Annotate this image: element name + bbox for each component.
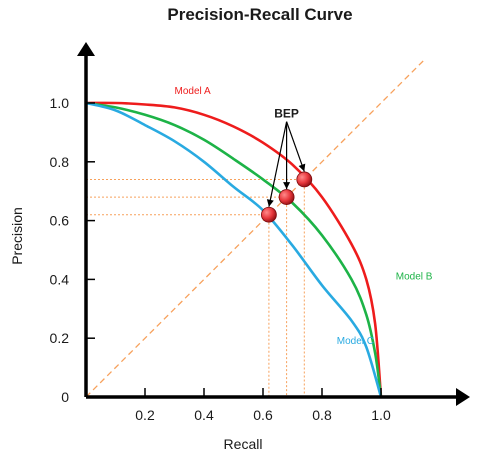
curve-model-a (85, 101, 383, 398)
series-label-layer: Model A Model B Model C (175, 86, 433, 347)
y-axis-label: Precision (9, 207, 25, 265)
series-label-model-c: Model C (337, 336, 374, 347)
bep-arrow-line-1 (268, 121, 288, 207)
y-tick-label-0.2: 0.2 (50, 330, 70, 346)
x-tick-label-1.0: 1.0 (371, 407, 391, 423)
y-tick-label-0.8: 0.8 (50, 154, 70, 170)
bep-marker-1 (260, 206, 277, 223)
bep-arrowhead-2 (283, 182, 291, 190)
bep-arrowhead-3 (298, 163, 306, 172)
annotation-layer: BEP (266, 107, 306, 207)
x-tick-label-0.4: 0.4 (194, 407, 214, 423)
curve-model-c (85, 101, 383, 398)
chart-title: Precision-Recall Curve (167, 5, 352, 24)
bep-arrow-line-3 (286, 121, 305, 172)
bep-marker-layer (260, 171, 313, 223)
series-label-model-a: Model A (175, 86, 211, 97)
axis-layer (77, 42, 470, 406)
bep-marker-2 (278, 189, 295, 205)
tick-layer: 0.2 0.4 0.6 0.8 1.0 0 0.2 0.4 0.6 0.8 1.0 (50, 95, 391, 423)
bep-annotation-text: BEP (274, 107, 299, 121)
x-tick-label-0.6: 0.6 (253, 407, 273, 423)
x-axis-arrowhead (456, 388, 470, 406)
curve-layer (85, 101, 383, 398)
x-tick-label-0.2: 0.2 (135, 407, 155, 423)
y-tick-label-0: 0 (61, 389, 69, 405)
x-axis-label: Recall (224, 436, 263, 452)
y-tick-label-0.6: 0.6 (50, 213, 70, 229)
bep-arrowhead-1 (266, 199, 274, 207)
curve-model-b (85, 101, 383, 398)
bep-marker-3 (296, 171, 313, 188)
y-tick-label-1.0: 1.0 (50, 95, 70, 111)
x-tick-label-0.8: 0.8 (312, 407, 332, 423)
y-axis-arrowhead (77, 42, 95, 56)
y-tick-label-0.4: 0.4 (50, 271, 70, 287)
series-label-model-b: Model B (396, 271, 433, 282)
